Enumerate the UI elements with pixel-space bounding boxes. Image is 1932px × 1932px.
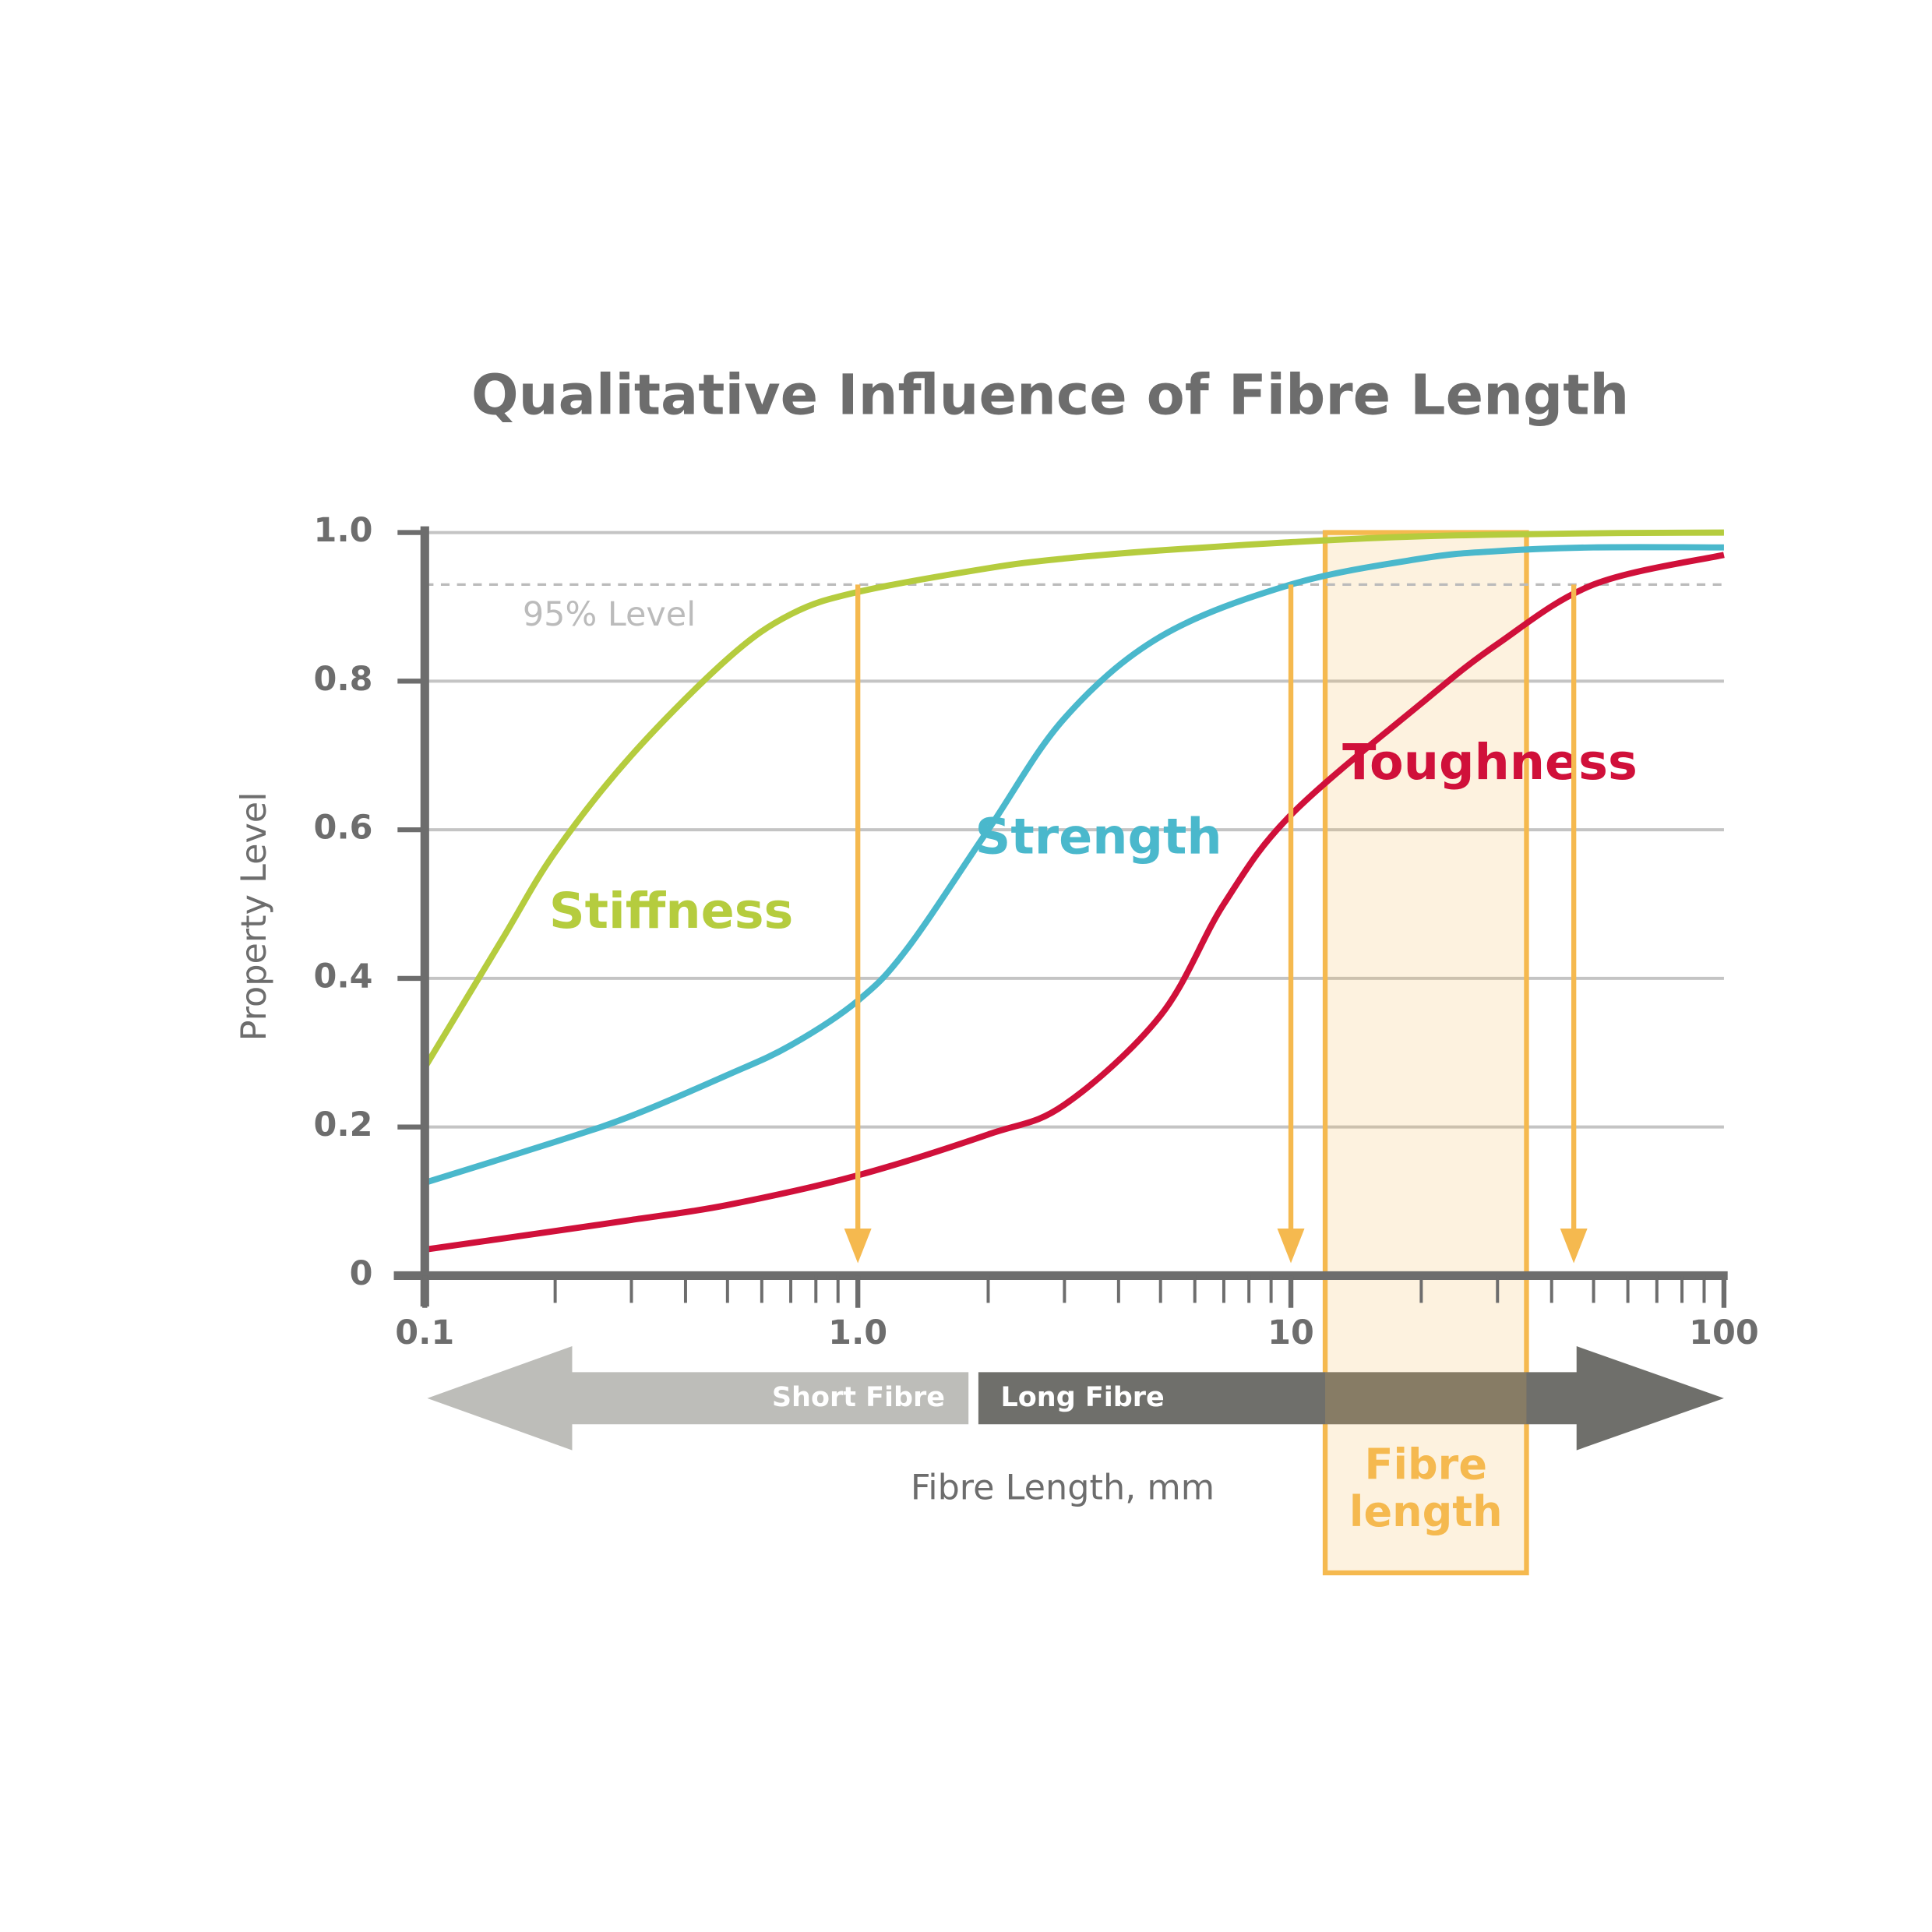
- series-label: Toughness: [1342, 733, 1638, 791]
- band-label: Fibre: [1365, 1440, 1487, 1489]
- y-tick-label: 0.2: [313, 1105, 372, 1144]
- arrow-head: [844, 1229, 872, 1264]
- series-line: [424, 552, 1725, 1253]
- y-tick-label: 0: [350, 1254, 373, 1293]
- reference-label: 95% Level: [523, 595, 696, 634]
- series-label: Stiffness: [549, 882, 794, 940]
- x-tick-label: 10: [1267, 1313, 1314, 1352]
- arrow-head: [1560, 1229, 1588, 1264]
- chart-title: Qualitative Influence of Fibre Length: [471, 362, 1629, 427]
- x-axis-label: Fibre Length, mm: [911, 1468, 1215, 1507]
- band-overlay: [1325, 1372, 1527, 1425]
- long-fibre-arrow: [978, 1346, 1724, 1451]
- short-fibre-label: Short Fibre: [772, 1382, 945, 1413]
- band-label: length: [1349, 1487, 1503, 1536]
- series-line: [421, 529, 1724, 1070]
- series-line: [424, 544, 1724, 1186]
- y-axis-label: Property Level: [234, 791, 274, 1041]
- x-tick-label: 0.1: [395, 1313, 454, 1352]
- short-fibre-arrow: [427, 1346, 969, 1451]
- x-tick-label: 1.0: [828, 1313, 887, 1352]
- arrow-head: [1277, 1229, 1305, 1264]
- y-tick-label: 0.4: [313, 957, 372, 996]
- x-tick-label: 100: [1689, 1313, 1759, 1352]
- long-fibre-label: Long Fibre: [1001, 1382, 1165, 1413]
- y-tick-label: 0.6: [313, 809, 372, 848]
- y-tick-label: 0.8: [313, 660, 372, 699]
- series-label: Strength: [975, 807, 1222, 865]
- y-tick-label: 1.0: [313, 511, 372, 550]
